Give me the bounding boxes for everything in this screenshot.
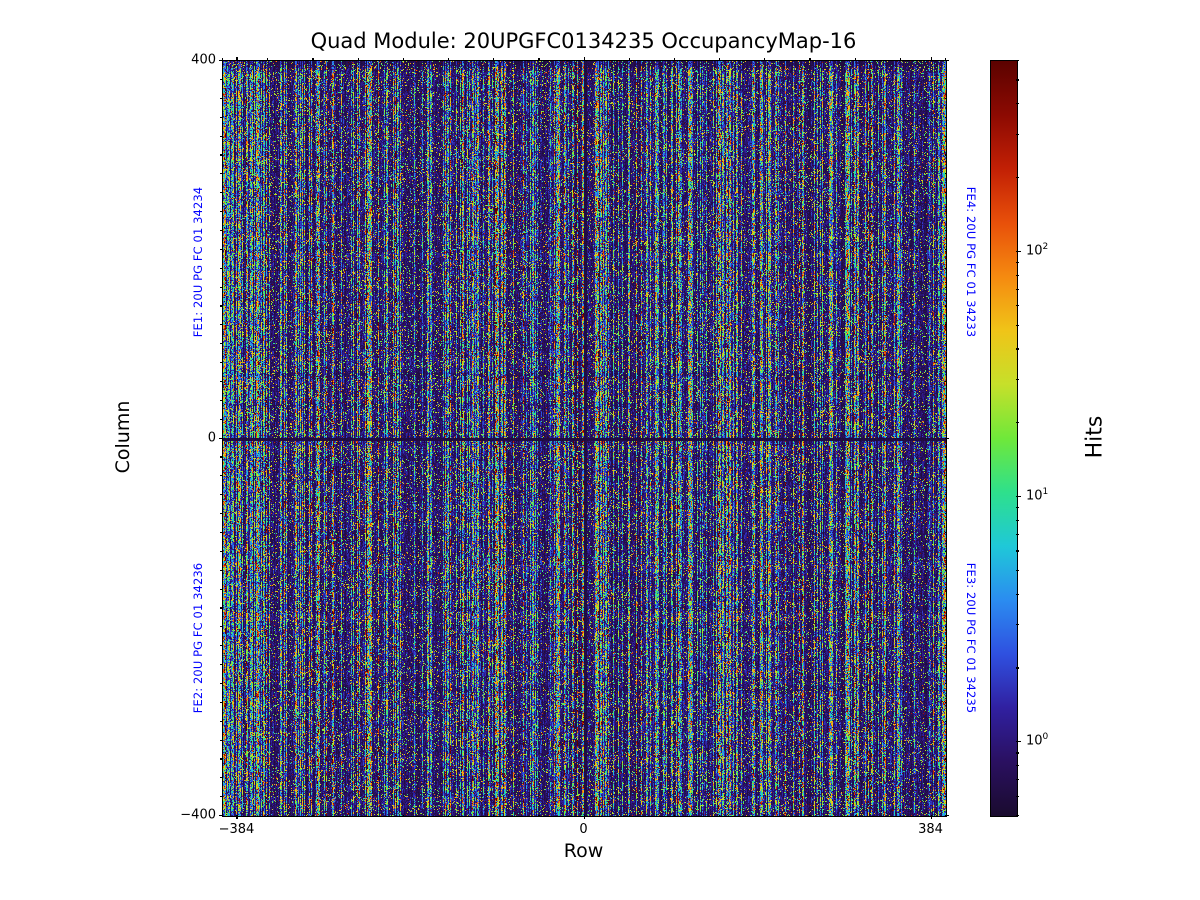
y-axis-label: Column [112, 400, 134, 474]
y-tick-label-0: 400 [191, 52, 216, 68]
heatmap-axes[interactable] [222, 60, 947, 817]
x-tick-label-1: 0 [579, 822, 588, 837]
colorbar[interactable] [990, 60, 1018, 817]
y-tick-label-2: −400 [180, 807, 216, 823]
x-tick-label-0: −384 [218, 822, 255, 837]
x-axis-label: Row [563, 840, 604, 862]
colorbar-tick-label-2: 102 [1026, 241, 1049, 259]
colorbar-tick-label-0: 100 [1026, 732, 1049, 749]
colorbar-tick-label-1: 101 [1026, 487, 1049, 504]
y-tick-label-1: 0 [207, 430, 216, 445]
colorbar-gradient [991, 61, 1017, 816]
annotation-fe3: FE3: 20U PG FC 01 34235 [964, 562, 978, 714]
annotation-fe2: FE2: 20U PG FC 01 34236 [191, 562, 205, 714]
annotation-fe1: FE1: 20U PG FC 01 34234 [191, 186, 205, 338]
occupancy-heatmap [223, 61, 946, 816]
page-title: Quad Module: 20UPGFC0134235 OccupancyMap… [310, 29, 857, 53]
x-tick-label-2: 384 [918, 822, 943, 837]
colorbar-label: Hits [1082, 415, 1108, 459]
annotation-fe4: FE4: 20U PG FC 01 34233 [964, 186, 978, 338]
